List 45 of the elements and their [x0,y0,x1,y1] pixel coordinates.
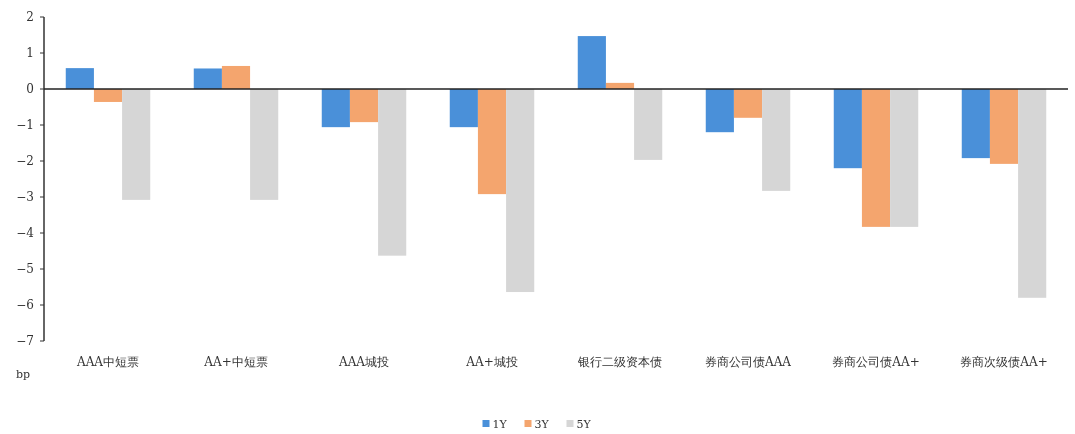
bar [833,89,862,169]
x-tick-label: 银行二级资本债 [577,355,662,369]
x-tick-label: 券商公司债AAA [705,355,792,369]
y-tick-label: −3 [16,190,34,204]
bar [221,65,251,89]
y-tick-label: −6 [16,298,34,312]
bar [321,89,350,128]
bar [193,68,222,89]
bar [122,89,151,200]
bar [762,89,791,191]
y-tick-label: 1 [26,46,34,60]
bar [989,89,1019,164]
bar [477,89,507,195]
y-tick-label: −4 [16,226,35,240]
bar [1018,89,1047,298]
legend-label: 1Y [492,418,508,431]
y-tick-label: −1 [16,118,34,132]
legend-label: 5Y [576,418,592,431]
y-tick-label: −2 [16,154,34,168]
bar [349,89,379,123]
x-tick-label: AAA城投 [338,355,389,369]
y-tick-label: 0 [26,82,34,96]
bar [449,89,478,128]
bar [861,89,891,227]
bar [506,89,535,293]
bar [93,89,123,102]
x-tick-label: 券商次级债AA+ [960,355,1048,369]
bar [634,89,663,160]
bar [961,89,990,159]
bar [733,89,763,118]
y-tick-label: 2 [26,10,34,24]
y-tick-label: −5 [16,262,34,276]
bar [65,68,94,89]
legend-label: 3Y [534,418,550,431]
bar [705,89,734,133]
x-tick-label: 券商公司债AA+ [832,355,920,369]
bar [577,36,606,89]
y-tick-label: −7 [16,334,34,348]
bar [378,89,407,256]
y-axis-title: bp [16,368,31,381]
bar [250,89,279,200]
x-tick-label: AA+城投 [465,355,518,369]
bar [890,89,919,227]
x-tick-label: AA+中短票 [203,355,268,369]
x-tick-label: AAA中短票 [76,355,139,369]
